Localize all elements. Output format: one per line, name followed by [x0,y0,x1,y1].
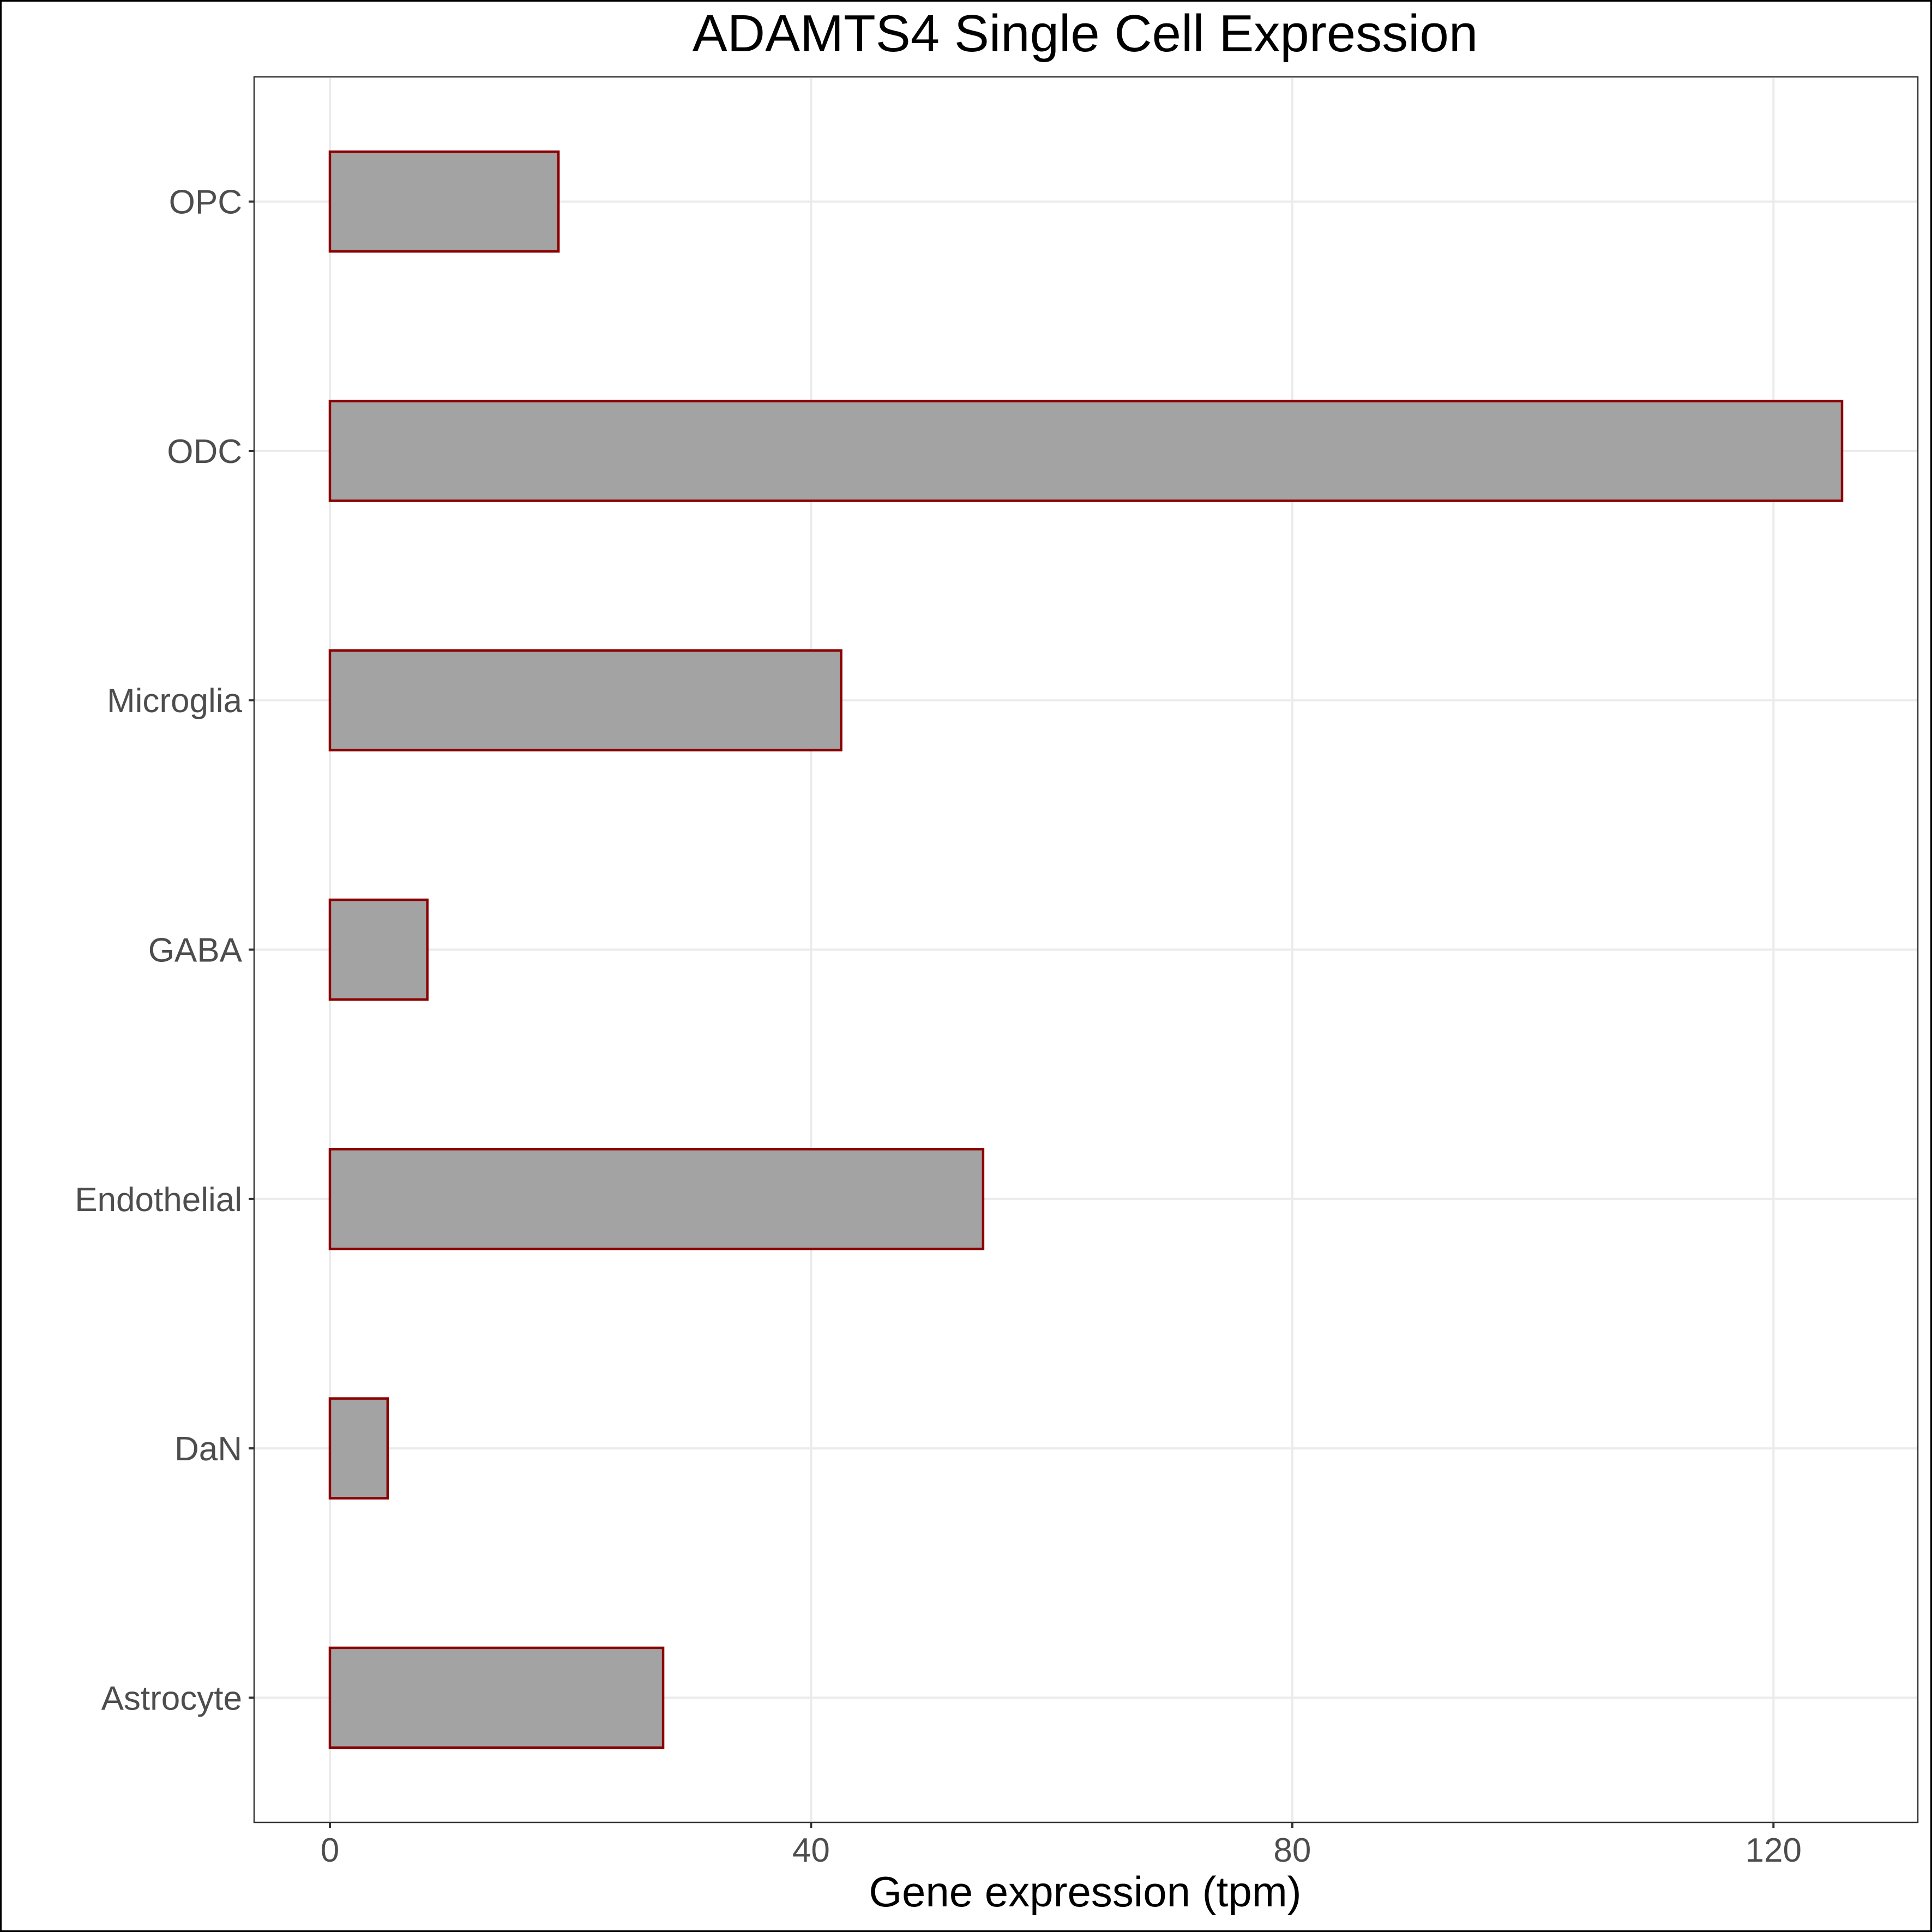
y-tick-label: ODC [167,433,242,471]
x-axis: 0 40 80 120 [321,1822,1802,1869]
bar-odc [328,400,1844,502]
y-tick-label: GABA [148,932,243,970]
y-tick-label: Endothelial [75,1181,242,1219]
bar-astrocyte [328,1646,665,1749]
x-axis-title: Gene expression (tpm) [869,1868,1301,1916]
y-axis: Astrocyte DaN Endothelial GABA Microglia ODC O… [75,184,254,1717]
y-tick-label: Microglia [107,682,243,720]
x-tick-label: 40 [792,1832,830,1869]
bar-opc [328,150,560,253]
y-tick-label: OPC [169,184,242,221]
x-tick-label: 120 [1746,1832,1802,1869]
x-tick-label: 80 [1273,1832,1311,1869]
chart-title: ADAMTS4 Single Cell Expression [693,4,1478,63]
y-tick-label: Astrocyte [101,1680,242,1717]
y-tick-label: DaN [174,1430,242,1468]
bar-microglia [328,649,842,751]
bar-endothelial [328,1148,985,1250]
bar-gaba [328,898,429,1001]
x-tick-label: 0 [321,1832,339,1869]
bars [328,150,1844,1749]
bar-dan [328,1397,389,1500]
